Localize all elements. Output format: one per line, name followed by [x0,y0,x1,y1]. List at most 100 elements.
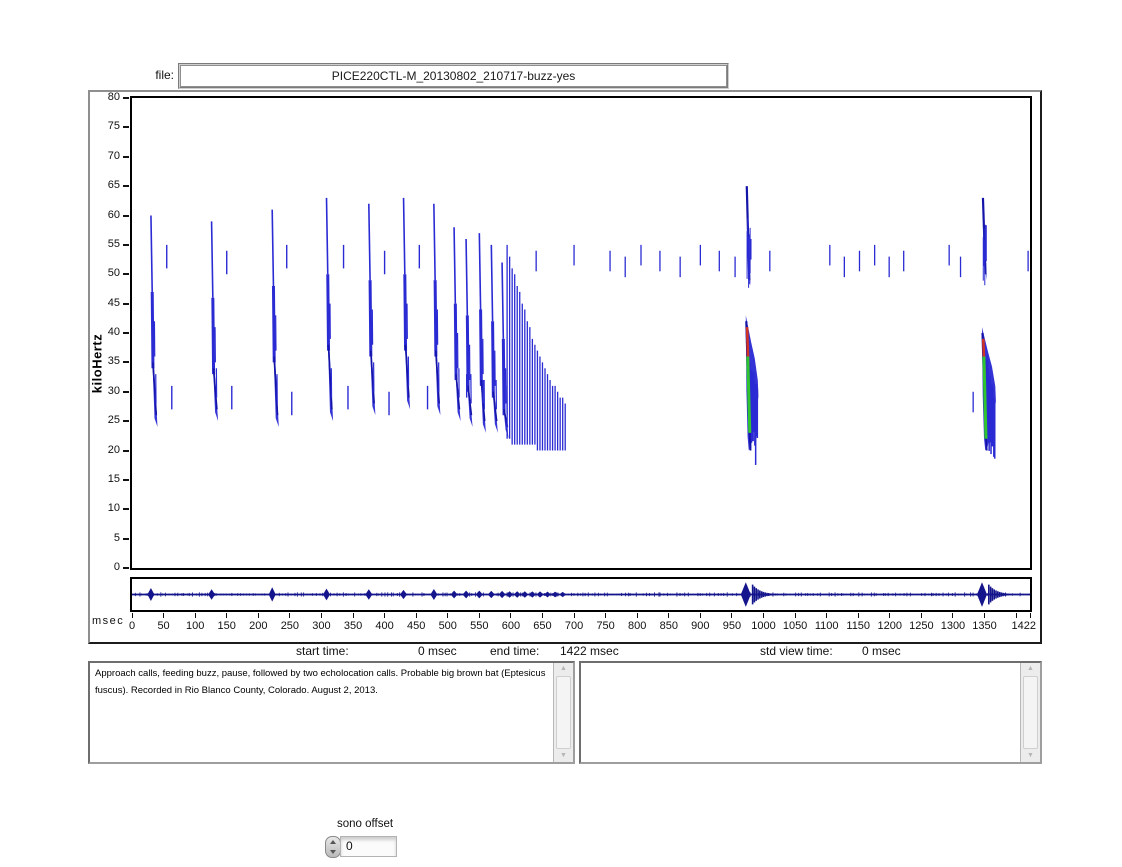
x-tick-mark [257,613,259,618]
y-tick-label: 60 [107,208,120,221]
x-tick-mark [415,613,417,618]
x-tick-mark [478,613,480,618]
arrow-up-icon [330,840,336,844]
x-tick-label: 700 [564,620,584,632]
x-tick-label: 850 [659,620,678,632]
start-time-label: start time: [296,644,349,658]
x-tick-label: 100 [185,620,205,632]
y-tick-mark [123,567,129,569]
x-tick-mark [226,613,228,618]
scroll-down-icon[interactable]: ▼ [560,752,567,759]
x-tick-mark [384,613,386,618]
y-tick-label: 80 [107,91,120,103]
x-tick-label: 1422 [1011,620,1036,632]
waveform-canvas [131,582,1030,607]
y-tick-label: 25 [107,414,120,427]
y-tick-mark [123,361,129,364]
x-tick-label: 1100 [814,620,839,632]
y-tick-label: 20 [107,443,120,456]
notes-right-scrollbar[interactable]: ▲ ▼ [1020,663,1040,762]
y-tick-label: 10 [107,502,120,515]
std-view-time-label: std view time: [760,644,833,658]
y-tick-mark [123,537,129,540]
y-tick-label: 75 [107,120,120,133]
x-tick-label: 1150 [846,620,871,632]
x-tick-label: 750 [596,620,615,632]
notes-textarea-right[interactable] [582,664,1019,761]
scroll-down-icon[interactable]: ▼ [1027,752,1034,759]
x-tick-mark [668,613,670,618]
waveform-display [130,577,1032,612]
x-tick-label: 1300 [940,620,966,632]
notes-textarea-left[interactable]: Approach calls, feeding buzz, pause, fol… [91,664,552,761]
x-tick-mark [984,613,986,618]
x-tick-label: 500 [438,620,457,632]
spectrogram-display [130,96,1032,570]
x-tick-label: 400 [375,620,394,632]
x-tick-label: 550 [470,620,489,632]
x-tick-label: 300 [312,620,331,632]
x-tick-mark [952,613,954,618]
y-tick-mark [123,185,129,188]
x-tick-mark [731,613,733,618]
spectrogram-canvas [150,186,1029,465]
scrollbar-thumb[interactable] [556,676,571,749]
y-tick-mark [123,478,129,481]
end-time-value: 1422 msec [560,644,619,658]
increment-button[interactable] [326,837,340,847]
x-tick-mark [699,613,701,618]
scroll-up-icon[interactable]: ▲ [1027,665,1034,672]
arrow-down-icon [330,850,336,854]
y-tick-label: 45 [107,296,120,309]
decrement-button[interactable] [326,847,340,857]
x-tick-mark [194,613,196,618]
file-field[interactable]: PICE220CTL-M_20130802_210717-buzz-yes [178,63,729,89]
x-tick-label: 1050 [782,620,808,632]
x-tick-mark [289,613,291,618]
x-tick-label: 200 [249,620,268,632]
x-tick-label: 350 [343,620,363,632]
y-tick-label: 70 [107,149,120,162]
sono-offset-input[interactable]: 0 [340,836,397,857]
x-tick-mark [1029,613,1031,618]
sono-offset-spinner[interactable] [325,836,341,858]
file-label: file: [155,68,174,82]
notes-panel-right: ▲ ▼ [579,661,1042,764]
x-tick-label: 600 [501,620,521,632]
scrollbar-thumb[interactable] [1023,676,1038,749]
x-tick-mark [447,613,449,618]
x-tick-mark [573,613,575,618]
y-tick-mark [123,449,129,452]
x-tick-mark [763,613,764,618]
y-tick-label: 40 [107,326,120,338]
x-tick-mark [920,613,922,618]
x-tick-mark [1015,613,1017,618]
std-view-time-value: 0 msec [862,644,901,658]
notes-panel-left: Approach calls, feeding buzz, pause, fol… [88,661,575,764]
scroll-up-icon[interactable]: ▲ [560,665,567,672]
x-tick-label: 50 [157,620,170,632]
x-tick-label: 150 [217,620,236,632]
start-time-value: 0 msec [418,644,457,658]
y-tick-mark [123,390,129,393]
x-tick-mark [541,613,543,618]
y-tick-mark [123,420,129,423]
x-tick-label: 800 [628,620,647,632]
y-tick-label: 5 [113,531,120,544]
x-tick-mark [510,613,512,618]
sono-offset-value: 0 [346,839,353,853]
y-tick-label: 35 [107,355,120,368]
file-name-text: PICE220CTL-M_20130802_210717-buzz-yes [180,65,727,87]
x-tick-mark [794,613,796,618]
x-tick-label: 950 [722,620,742,632]
x-tick-mark [320,613,322,618]
x-tick-mark [826,613,828,618]
notes-left-scrollbar[interactable]: ▲ ▼ [553,663,573,762]
sono-offset-label: sono offset [337,818,394,830]
y-tick-mark [123,332,129,334]
y-tick-mark [123,302,129,305]
y-tick-mark [123,243,129,246]
x-tick-label: 450 [406,620,426,632]
x-tick-mark [889,613,891,618]
